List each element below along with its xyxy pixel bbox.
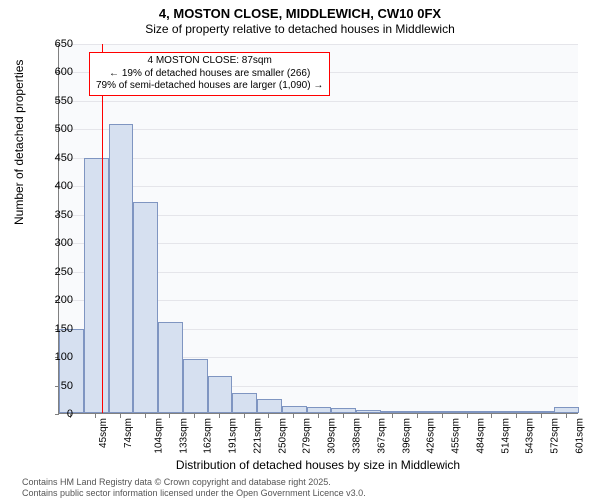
page-subtitle: Size of property relative to detached ho… bbox=[0, 22, 600, 38]
xtick-label: 601sqm bbox=[574, 418, 585, 454]
xtick-label: 221sqm bbox=[253, 418, 264, 454]
histogram-bar bbox=[529, 411, 554, 413]
histogram-bar bbox=[356, 410, 381, 413]
xtick-label: 514sqm bbox=[500, 418, 511, 454]
xtick-label: 133sqm bbox=[178, 418, 189, 454]
ytick-label: 350 bbox=[39, 209, 73, 221]
xtick-mark bbox=[566, 414, 567, 418]
xtick-mark bbox=[293, 414, 294, 418]
histogram-bar bbox=[84, 158, 109, 413]
histogram-bar bbox=[133, 202, 158, 413]
histogram-bar bbox=[183, 359, 208, 413]
chart-area: 4 MOSTON CLOSE: 87sqm ← 19% of detached … bbox=[58, 44, 578, 414]
histogram-bar bbox=[208, 376, 233, 413]
xtick-label: 572sqm bbox=[550, 418, 561, 454]
xtick-mark bbox=[417, 414, 418, 418]
histogram-bar bbox=[232, 393, 257, 413]
xtick-mark bbox=[516, 414, 517, 418]
ytick-label: 300 bbox=[39, 237, 73, 249]
xtick-label: 426sqm bbox=[426, 418, 437, 454]
histogram-bar bbox=[406, 411, 431, 413]
histogram-bar bbox=[257, 399, 282, 413]
plot-area: 4 MOSTON CLOSE: 87sqm ← 19% of detached … bbox=[58, 44, 578, 414]
xtick-label: 396sqm bbox=[401, 418, 412, 454]
ytick-label: 150 bbox=[39, 323, 73, 335]
histogram-bar bbox=[331, 408, 356, 413]
ytick-label: 200 bbox=[39, 294, 73, 306]
xtick-mark bbox=[368, 414, 369, 418]
xtick-label: 45sqm bbox=[98, 418, 109, 448]
xtick-mark bbox=[318, 414, 319, 418]
page-title: 4, MOSTON CLOSE, MIDDLEWICH, CW10 0FX bbox=[0, 0, 600, 22]
xtick-label: 74sqm bbox=[123, 418, 134, 448]
xtick-mark bbox=[392, 414, 393, 418]
x-axis-label: Distribution of detached houses by size … bbox=[58, 458, 578, 472]
xtick-mark bbox=[541, 414, 542, 418]
xtick-mark bbox=[491, 414, 492, 418]
gridline bbox=[59, 129, 578, 130]
histogram-bar bbox=[430, 411, 455, 413]
xtick-label: 543sqm bbox=[525, 418, 536, 454]
ytick-label: 650 bbox=[39, 38, 73, 50]
gridline bbox=[59, 101, 578, 102]
ytick-label: 100 bbox=[39, 351, 73, 363]
annotation-line: 79% of semi-detached houses are larger (… bbox=[96, 80, 323, 93]
ytick-label: 50 bbox=[39, 380, 73, 392]
gridline bbox=[59, 44, 578, 45]
xtick-label: 309sqm bbox=[327, 418, 338, 454]
xtick-label: 455sqm bbox=[451, 418, 462, 454]
xtick-mark bbox=[343, 414, 344, 418]
ytick-label: 550 bbox=[39, 95, 73, 107]
histogram-bar bbox=[59, 329, 84, 413]
ytick-label: 600 bbox=[39, 66, 73, 78]
xtick-mark bbox=[169, 414, 170, 418]
xtick-mark bbox=[194, 414, 195, 418]
histogram-bar bbox=[455, 411, 480, 413]
y-axis-label: Number of detached properties bbox=[12, 60, 26, 225]
histogram-bar bbox=[381, 411, 406, 413]
xtick-mark bbox=[442, 414, 443, 418]
xtick-label: 250sqm bbox=[277, 418, 288, 454]
annotation-box: 4 MOSTON CLOSE: 87sqm ← 19% of detached … bbox=[89, 52, 330, 96]
annotation-line: ← 19% of detached houses are smaller (26… bbox=[96, 68, 323, 81]
xtick-label: 338sqm bbox=[352, 418, 363, 454]
ytick-label: 450 bbox=[39, 152, 73, 164]
xtick-mark bbox=[219, 414, 220, 418]
xtick-label: 162sqm bbox=[203, 418, 214, 454]
ytick-label: 500 bbox=[39, 123, 73, 135]
ytick-label: 0 bbox=[39, 408, 73, 420]
histogram-bar bbox=[307, 407, 332, 413]
annotation-line: 4 MOSTON CLOSE: 87sqm bbox=[96, 55, 323, 68]
gridline bbox=[59, 158, 578, 159]
footer-line: Contains public sector information licen… bbox=[22, 488, 366, 498]
gridline bbox=[59, 186, 578, 187]
xtick-mark bbox=[467, 414, 468, 418]
xtick-mark bbox=[95, 414, 96, 418]
xtick-mark bbox=[268, 414, 269, 418]
marker-line bbox=[102, 44, 103, 413]
xtick-mark bbox=[244, 414, 245, 418]
xtick-label: 367sqm bbox=[376, 418, 387, 454]
histogram-bar bbox=[158, 322, 183, 413]
histogram-bar bbox=[480, 411, 505, 413]
footer-attrib: Contains HM Land Registry data © Crown c… bbox=[22, 477, 366, 498]
xtick-label: 191sqm bbox=[228, 418, 239, 454]
histogram-bar bbox=[554, 407, 579, 413]
histogram-bar bbox=[282, 406, 307, 413]
xtick-mark bbox=[120, 414, 121, 418]
xtick-label: 484sqm bbox=[475, 418, 486, 454]
ytick-label: 400 bbox=[39, 180, 73, 192]
histogram-bar bbox=[109, 124, 134, 413]
ytick-label: 250 bbox=[39, 266, 73, 278]
histogram-bar bbox=[505, 411, 530, 413]
xtick-label: 104sqm bbox=[153, 418, 164, 454]
footer-line: Contains HM Land Registry data © Crown c… bbox=[22, 477, 366, 487]
xtick-mark bbox=[145, 414, 146, 418]
xtick-label: 279sqm bbox=[302, 418, 313, 454]
